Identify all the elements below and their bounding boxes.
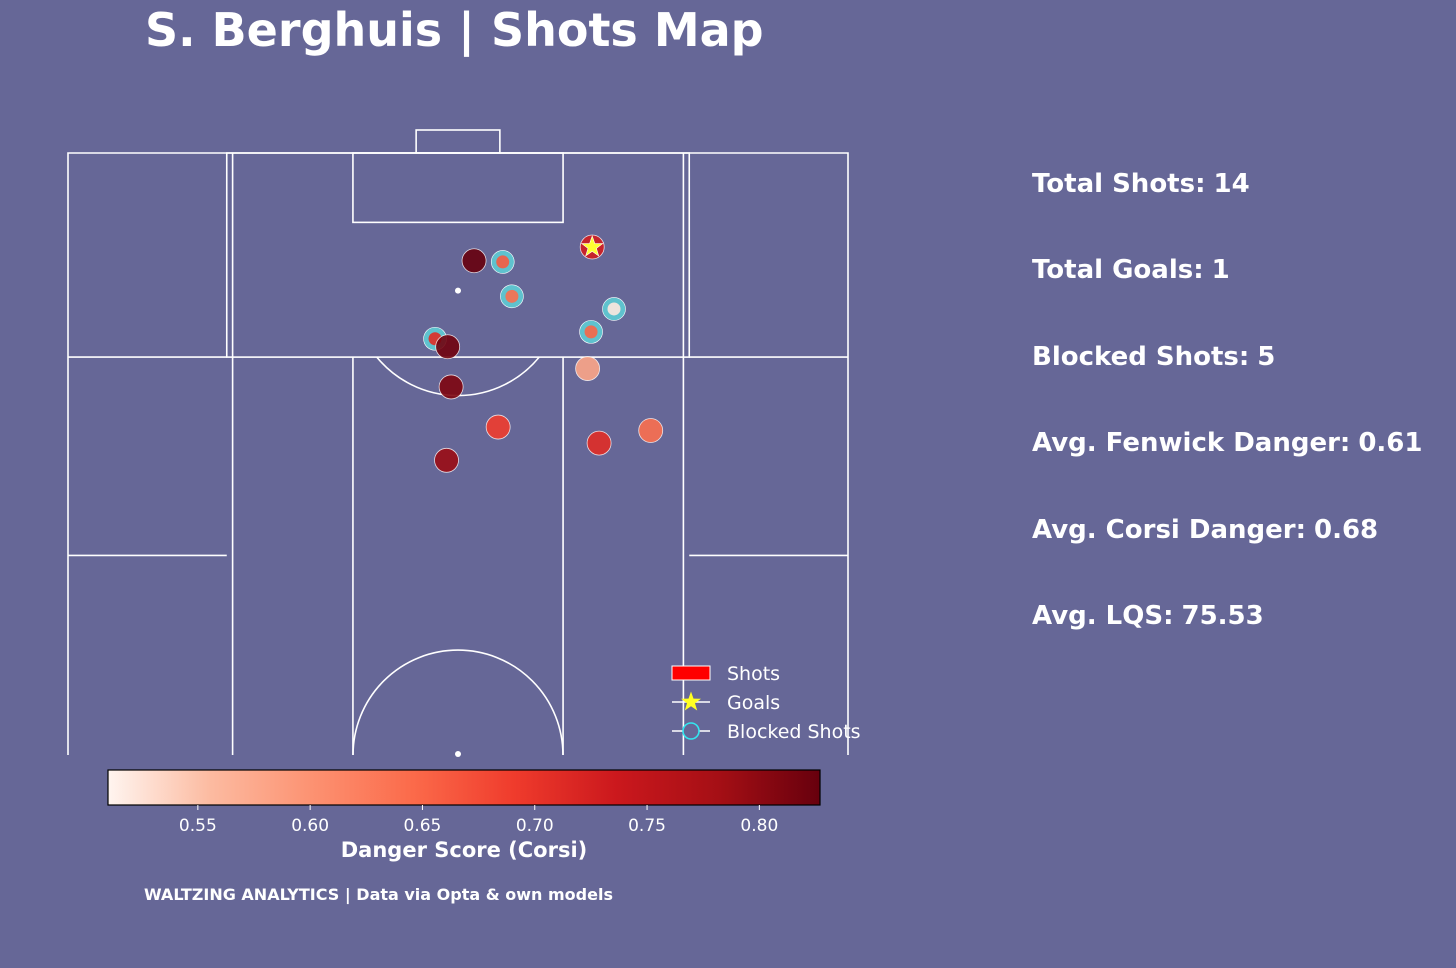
shot-marker	[438, 374, 464, 400]
stat-value: 1	[1211, 255, 1230, 285]
shot-marker	[434, 447, 459, 473]
stat-total-goals: Total Goals: 1	[1032, 255, 1230, 285]
blocked-shot-marker	[607, 302, 621, 316]
shot-marker	[461, 248, 487, 274]
colorbar-tick-label: 0.80	[740, 816, 778, 836]
stat-value: 5	[1257, 342, 1276, 372]
colorbar-tick-label: 0.65	[404, 816, 442, 836]
shot-marker	[638, 418, 664, 443]
legend-shots-swatch	[671, 665, 711, 681]
stat-label: Total Goals:	[1032, 255, 1204, 285]
goal-frame	[415, 129, 501, 154]
stat-value: 75.53	[1181, 601, 1264, 631]
colorbar-label: Danger Score (Corsi)	[341, 838, 588, 862]
centre-circle	[352, 649, 564, 756]
colorbar-tick-label: 0.70	[516, 816, 554, 836]
colorbar: 0.55 0.60 0.65 0.70 0.75 0.80 Danger Score (Co…	[107, 769, 821, 862]
stat-label: Avg. Corsi Danger:	[1032, 515, 1306, 545]
pitch	[67, 129, 849, 757]
colorbar-tick-label: 0.55	[179, 816, 217, 836]
footer-credit: WALTZING ANALYTICS | Data via Opta & own…	[144, 885, 613, 904]
chart-title: S. Berghuis | Shots Map	[145, 3, 764, 57]
stat-label: Avg. LQS:	[1032, 601, 1174, 631]
legend-blocked-circle-icon	[682, 722, 700, 740]
goal-star	[580, 235, 604, 257]
stat-value: 0.61	[1358, 428, 1423, 458]
legend-label: Shots	[727, 663, 780, 685]
centre-spot	[455, 751, 461, 757]
shot-markers	[423, 234, 664, 473]
stat-avg-corsi-danger: Avg. Corsi Danger: 0.68	[1032, 515, 1378, 545]
shot-marker	[485, 414, 511, 440]
legend-goal-star-icon	[681, 691, 701, 711]
colorbar-tick-label: 0.75	[628, 816, 666, 836]
stat-label: Avg. Fenwick Danger:	[1032, 428, 1351, 458]
blocked-shot-marker	[584, 325, 598, 339]
six-yard-box	[352, 152, 564, 224]
blocked-shot-marker	[496, 255, 510, 269]
colorbar-gradient	[107, 769, 821, 806]
blocked-shot-marker	[505, 289, 519, 303]
shot-marker	[435, 334, 461, 360]
penalty-spot	[455, 287, 461, 294]
stat-label: Total Shots:	[1032, 169, 1206, 199]
stat-label: Blocked Shots:	[1032, 342, 1250, 372]
stat-blocked-shots: Blocked Shots: 5	[1032, 342, 1275, 372]
stat-value: 0.68	[1314, 515, 1379, 545]
legend: Shots Goals Blocked Shots	[671, 663, 861, 743]
penalty-area	[225, 152, 691, 358]
shot-marker	[575, 356, 601, 381]
legend-label: Goals	[727, 692, 780, 714]
stat-total-shots: Total Shots: 14	[1032, 169, 1250, 199]
stat-avg-lqs: Avg. LQS: 75.53	[1032, 601, 1264, 631]
stat-value: 14	[1213, 169, 1250, 199]
stat-avg-fenwick-danger: Avg. Fenwick Danger: 0.61	[1032, 428, 1422, 458]
colorbar-tick-label: 0.60	[291, 816, 329, 836]
shot-marker	[586, 430, 612, 456]
legend-label: Blocked Shots	[727, 721, 861, 743]
